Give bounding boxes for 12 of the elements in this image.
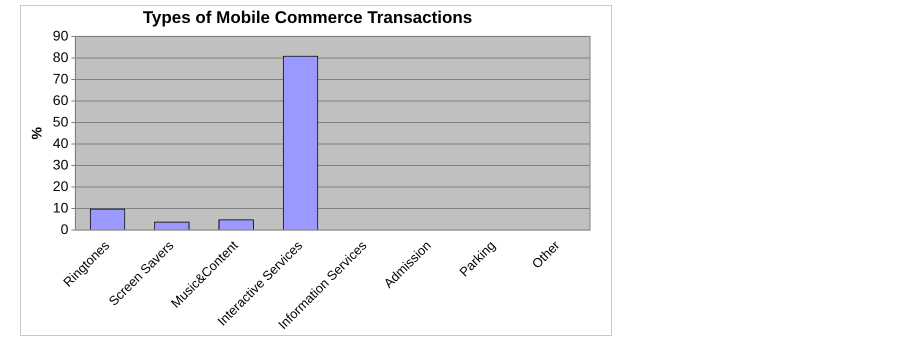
y-tick-label: 10 [52,200,69,216]
y-tick-label: 20 [52,178,69,194]
y-tick-label: 60 [52,92,69,108]
y-axis-title: % [28,126,44,140]
y-tick-label: 90 [52,27,69,44]
y-tick-label: 80 [52,48,69,65]
y-tick-label: 50 [52,113,69,130]
y-tick-label: 70 [52,70,69,86]
y-tick-label: 0 [60,221,69,238]
y-tick-label: 30 [52,156,69,172]
chart-title: Types of Mobile Commerce Transactions [142,8,472,27]
y-tick-label: 40 [52,134,69,151]
